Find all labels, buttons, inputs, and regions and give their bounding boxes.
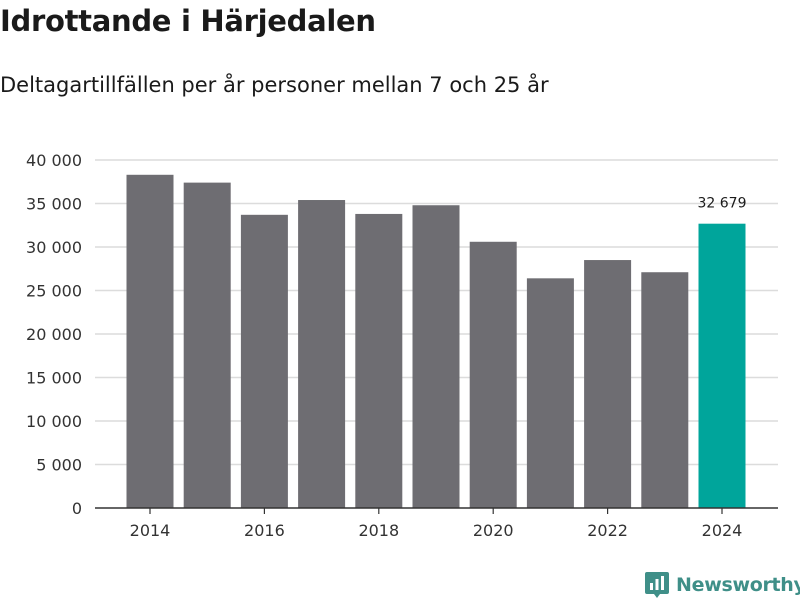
bar-2018	[355, 213, 403, 508]
y-tick-label: 40 000	[26, 151, 82, 170]
bar-2020	[469, 241, 517, 508]
y-tick-label: 15 000	[26, 369, 82, 388]
y-tick-label: 20 000	[26, 325, 82, 344]
bar-2024-highlight	[698, 223, 746, 509]
y-tick-label: 5 000	[36, 456, 82, 475]
bar-2023	[641, 272, 689, 508]
bar-2016	[240, 214, 288, 508]
y-tick-label: 30 000	[26, 238, 82, 257]
newsworthy-logo-icon	[645, 572, 669, 598]
brand-name: Newsworthy	[676, 574, 800, 596]
bar-2014	[126, 174, 174, 509]
data-label-highlight: 32 679	[698, 196, 747, 212]
x-tick-label: 2018	[358, 521, 399, 540]
bar-2017	[298, 200, 346, 508]
x-tick-label: 2022	[587, 521, 628, 540]
bar-2022	[584, 260, 632, 508]
bar-2021	[526, 278, 574, 508]
x-tick-label: 2024	[702, 521, 743, 540]
y-tick-label: 25 000	[26, 282, 82, 301]
brand: Newsworthy	[644, 570, 800, 600]
x-tick-label: 2020	[473, 521, 514, 540]
x-tick-label: 2014	[130, 521, 171, 540]
chart-subtitle: Deltagartillfällen per år personer mella…	[0, 73, 549, 97]
chart-title: Idrottande i Härjedalen	[0, 4, 376, 38]
x-tick-label: 2016	[244, 521, 285, 540]
y-tick-label: 10 000	[26, 412, 82, 431]
y-tick-label: 0	[72, 499, 82, 518]
bar-2019	[412, 205, 460, 509]
y-tick-label: 35 000	[26, 195, 82, 214]
bar-2015	[183, 182, 231, 508]
